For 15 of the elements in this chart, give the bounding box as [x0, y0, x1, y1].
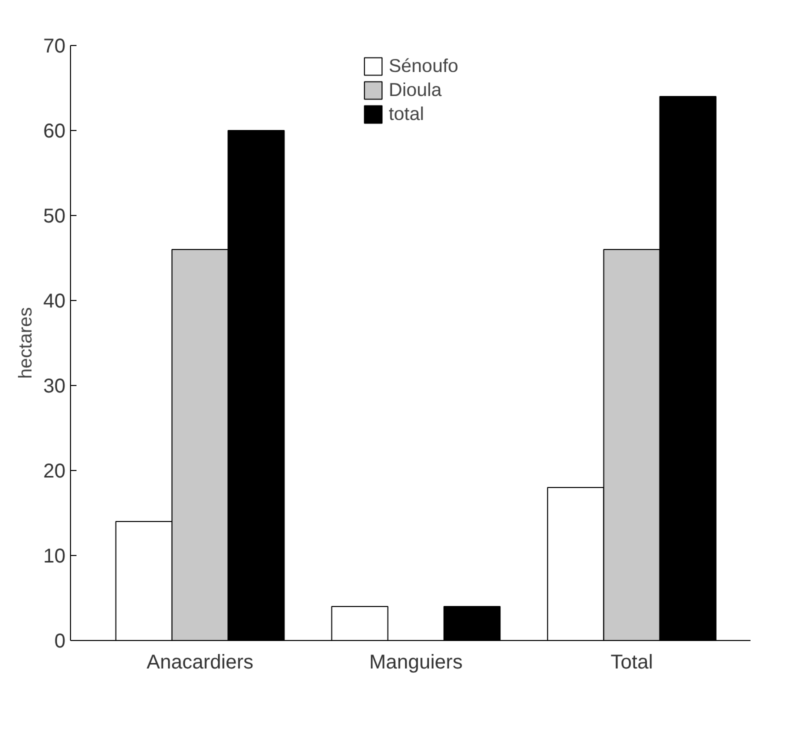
- legend-label: total: [388, 103, 424, 125]
- y-tick-label: 70: [43, 36, 66, 58]
- y-tick-label: 60: [43, 120, 66, 142]
- x-tick-label: Anacardiers: [146, 652, 254, 674]
- y-tick-label: 40: [43, 290, 66, 312]
- y-axis-title: hectares: [14, 307, 36, 379]
- legend-label: Dioula: [388, 79, 442, 101]
- y-tick-label: 0: [54, 630, 66, 652]
- legend-label: Sénoufo: [388, 55, 458, 77]
- y-tick-label: 10: [43, 546, 66, 568]
- x-tick-label: Manguiers: [369, 652, 463, 674]
- y-tick-label: 20: [43, 460, 66, 482]
- x-tick-label: Total: [610, 652, 653, 674]
- y-tick-label: 30: [43, 376, 66, 398]
- y-tick-label: 50: [43, 206, 66, 228]
